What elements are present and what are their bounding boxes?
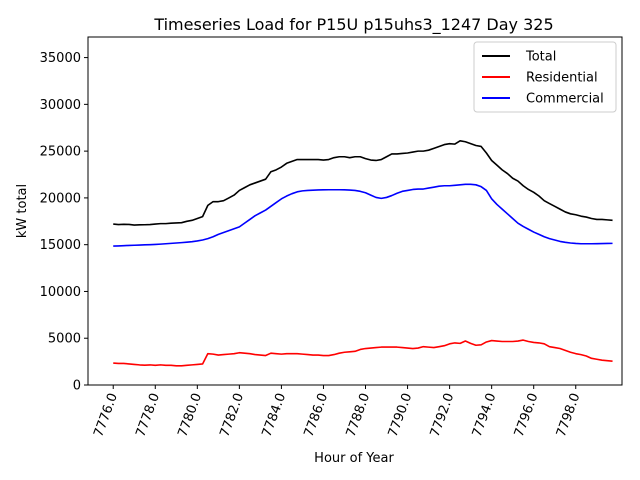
x-tick-label: 7792.0 [428,391,458,439]
legend-label-residential: Residential [526,71,598,86]
y-tick-label: 20000 [40,191,81,206]
x-tick-label: 7780.0 [175,391,205,439]
x-tick-label: 7784.0 [260,391,290,439]
series-line-commercial [113,183,613,247]
x-tick-label: 7788.0 [344,391,374,439]
legend-label-commercial: Commercial [526,92,604,107]
x-axis-ticks: 7776.0 7778.0 7780.0 7782.0 7784.0 7786.0 7788… [91,385,584,439]
y-tick-label: 25000 [40,145,81,160]
y-tick-label: 15000 [40,238,81,253]
x-tick-label: 7782.0 [217,391,247,439]
legend: Total Residential Commercial [473,41,617,113]
chart-title: Timeseries Load for P15U p15uhs3_1247 Da… [153,15,553,35]
series-line-total [113,140,613,226]
x-tick-label: 7790.0 [386,391,416,439]
x-tick-label: 7786.0 [302,391,332,439]
plot-frame [87,36,623,386]
series-lines [113,140,613,367]
legend-label-total: Total [525,50,556,65]
y-tick-label: 5000 [48,332,81,347]
y-tick-label: 30000 [40,98,81,113]
y-axis-ticks: 0 5000 10000 15000 20000 25000 30000 35000 [40,51,88,394]
x-axis-label: Hour of Year [314,451,394,466]
x-tick-label: 7794.0 [470,391,500,439]
y-tick-label: 10000 [40,285,81,300]
x-tick-label: 7796.0 [512,391,542,439]
y-tick-label: 0 [73,379,81,394]
y-tick-label: 35000 [40,51,81,66]
y-axis-label: kW total [15,184,30,238]
x-tick-label: 7778.0 [133,391,163,439]
x-tick-label: 7798.0 [554,391,584,439]
x-tick-label: 7776.0 [91,391,121,439]
series-line-residential [113,339,613,367]
legend-box [473,41,617,113]
